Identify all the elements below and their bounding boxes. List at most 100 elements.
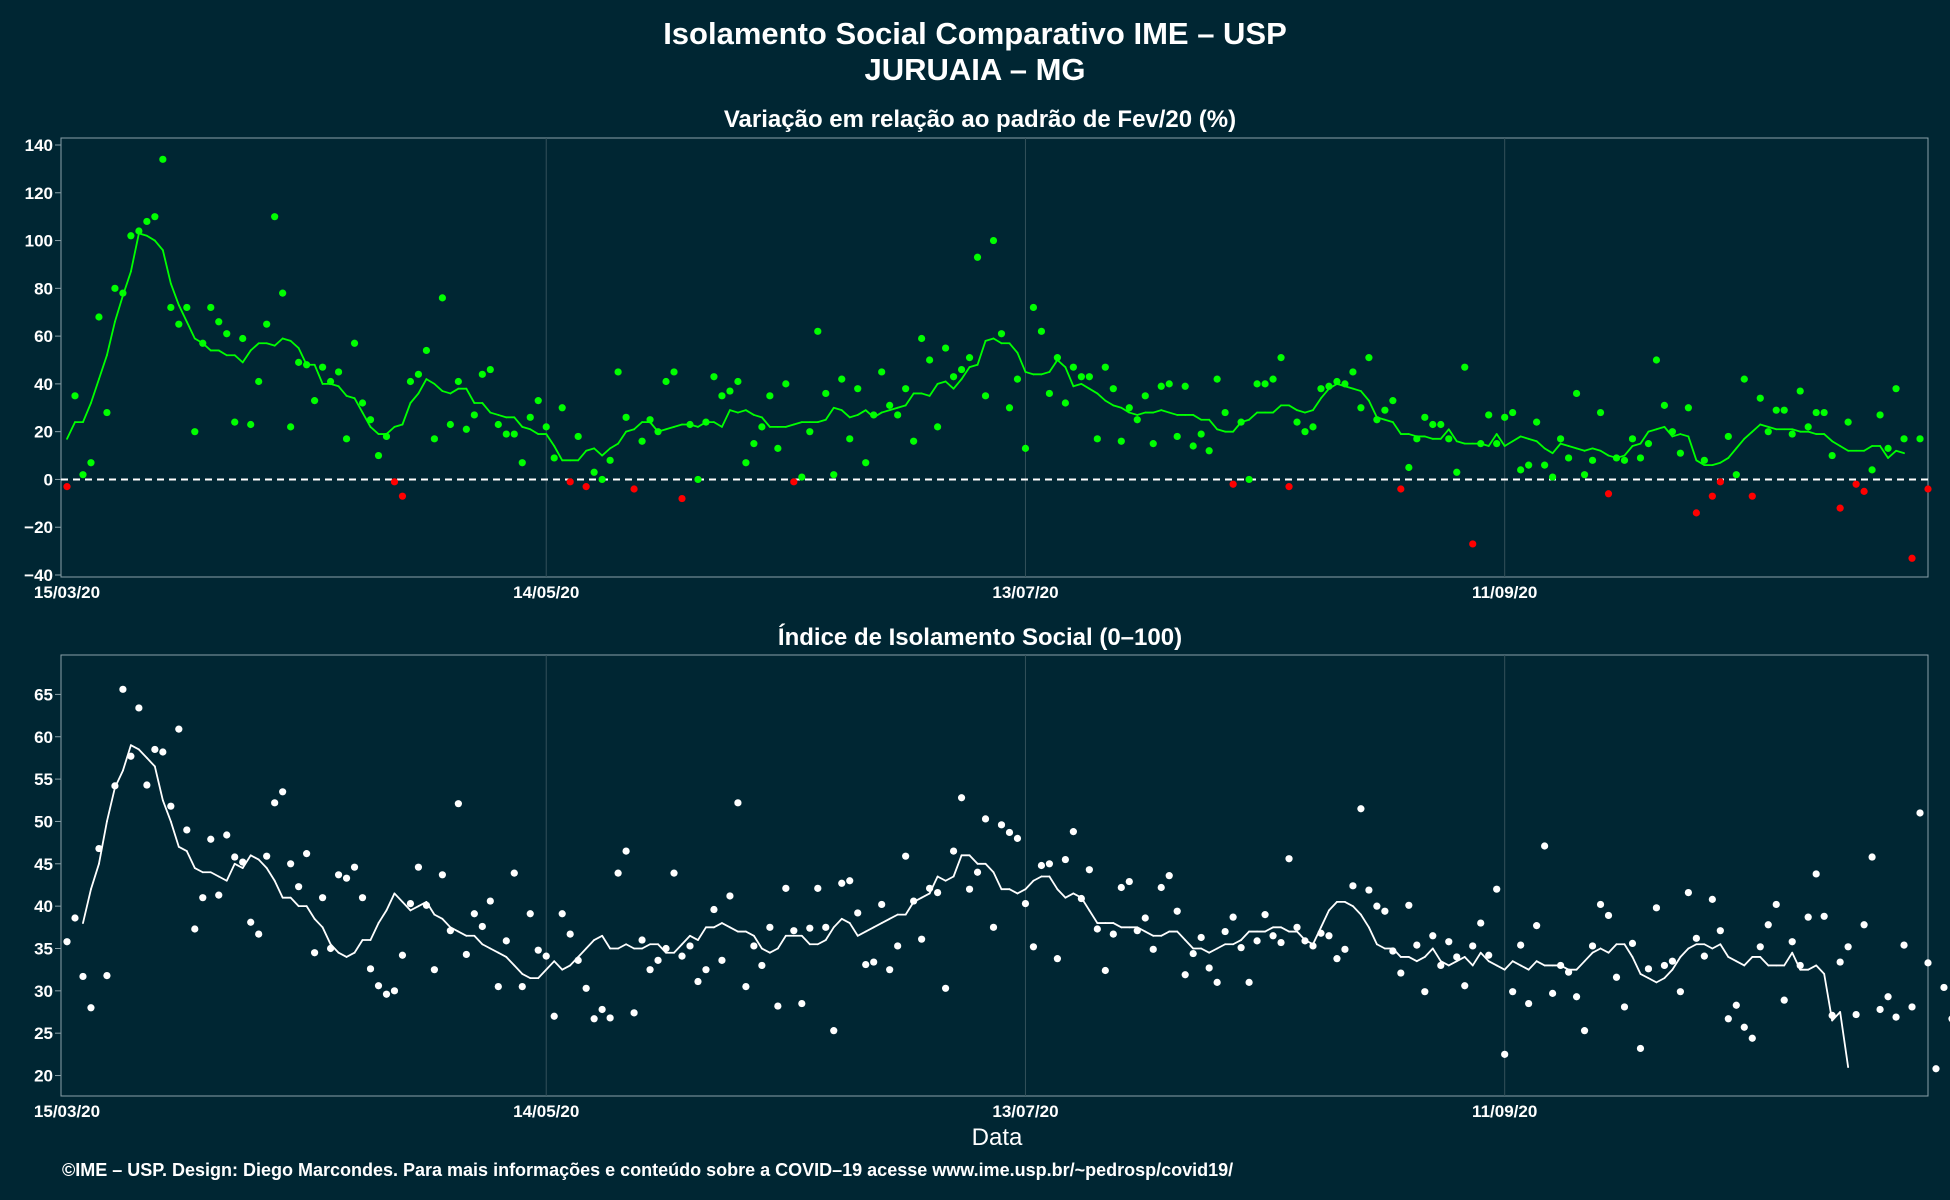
moving-average-segment: [281, 337, 292, 342]
data-point: [1684, 888, 1692, 897]
data-point: [1333, 377, 1341, 386]
data-point: [1892, 385, 1900, 393]
moving-average-segment: [1783, 951, 1794, 967]
data-point: [949, 847, 958, 855]
data-point: [1884, 444, 1892, 452]
data-point: [406, 900, 415, 908]
data-point: [694, 475, 702, 484]
data-point: [830, 471, 838, 479]
data-point: [622, 847, 630, 855]
moving-average-segment: [1272, 404, 1282, 414]
data-point: [1836, 504, 1844, 512]
data-point: [718, 392, 726, 400]
data-point: [462, 950, 470, 959]
moving-average-segment: [1455, 440, 1466, 445]
data-point: [790, 927, 798, 935]
data-point: [1101, 363, 1109, 371]
moving-average-segment: [1104, 399, 1115, 407]
data-point: [95, 844, 103, 853]
data-point: [822, 389, 830, 398]
data-point: [1309, 942, 1317, 950]
moving-average-segment: [1455, 956, 1466, 963]
moving-average-segment: [169, 282, 180, 306]
data-point: [1453, 953, 1461, 961]
moving-average-segment: [1048, 359, 1059, 373]
data-point: [175, 320, 183, 328]
moving-average-segment: [345, 951, 356, 958]
data-point: [886, 401, 894, 409]
moving-average-segment: [1423, 947, 1434, 958]
data-point: [1900, 941, 1908, 949]
data-point: [1285, 483, 1293, 491]
data-point: [1668, 428, 1677, 436]
data-point: [894, 411, 902, 419]
data-point: [1764, 921, 1772, 929]
moving-average-segment: [577, 449, 588, 462]
data-point: [1820, 408, 1828, 417]
data-point: [1197, 430, 1205, 438]
data-point: [822, 923, 830, 931]
data-point: [846, 435, 854, 443]
moving-average-segment: [1495, 964, 1506, 971]
data-point: [941, 344, 950, 352]
moving-average-segment: [265, 867, 276, 882]
moving-average-segment: [321, 926, 332, 946]
moving-average-segment: [1895, 449, 1905, 455]
data-point: [231, 418, 239, 426]
moving-average-segment: [760, 416, 771, 428]
data-point: [1269, 932, 1277, 940]
data-point: [470, 411, 478, 419]
data-point: [1053, 354, 1062, 362]
moving-average-segment: [1248, 411, 1258, 421]
data-point: [1493, 885, 1501, 893]
moving-average-segment: [1719, 943, 1730, 958]
panel-isolation-index: 15/03/20 14/05/20 13/07/20 11/09/20 20 25 30 35…: [34, 654, 1950, 1121]
data-point: [167, 802, 175, 810]
data-point: [318, 363, 327, 371]
moving-average-segment: [417, 378, 428, 395]
moving-average-segment: [1711, 461, 1722, 467]
moving-average-segment: [1623, 445, 1634, 457]
moving-average-segment: [824, 926, 835, 941]
moving-average-segment: [353, 939, 364, 954]
moving-average-segment: [521, 972, 532, 980]
moving-average-segment: [625, 943, 635, 950]
moving-average-segment: [593, 447, 604, 457]
x-tick-label: 14/05/20: [513, 1102, 579, 1121]
data-point: [1644, 965, 1653, 973]
moving-average-segment: [217, 875, 228, 882]
data-point: [1700, 456, 1708, 464]
data-point: [1061, 399, 1069, 407]
data-point: [1109, 930, 1117, 938]
moving-average-segment: [1360, 390, 1370, 402]
moving-average-segment: [161, 799, 172, 823]
data-point: [1005, 404, 1014, 412]
moving-average-segment: [385, 892, 396, 912]
moving-average-segment: [601, 447, 612, 457]
moving-average-segment: [337, 951, 348, 958]
moving-average-segment: [1503, 440, 1514, 447]
data-point: [247, 918, 255, 926]
data-point: [119, 289, 127, 297]
data-point: [79, 972, 87, 981]
data-point: [191, 428, 199, 436]
moving-average-segment: [1040, 371, 1051, 376]
data-point: [1716, 478, 1724, 486]
moving-average-segment: [1439, 960, 1450, 967]
data-point: [1828, 1011, 1836, 1019]
data-point: [574, 956, 582, 964]
data-point: [1692, 509, 1700, 517]
y-tick-label: 40: [34, 375, 53, 394]
data-point: [215, 891, 223, 899]
moving-average-segment: [185, 320, 196, 340]
moving-average-segment: [1623, 943, 1634, 958]
data-point: [1461, 363, 1469, 371]
moving-average-segment: [1352, 905, 1362, 916]
data-point: [1117, 437, 1125, 445]
data-point: [1429, 420, 1437, 429]
data-point: [1125, 404, 1133, 412]
data-point: [1077, 373, 1085, 381]
data-point: [494, 420, 502, 429]
data-point: [1868, 853, 1876, 861]
